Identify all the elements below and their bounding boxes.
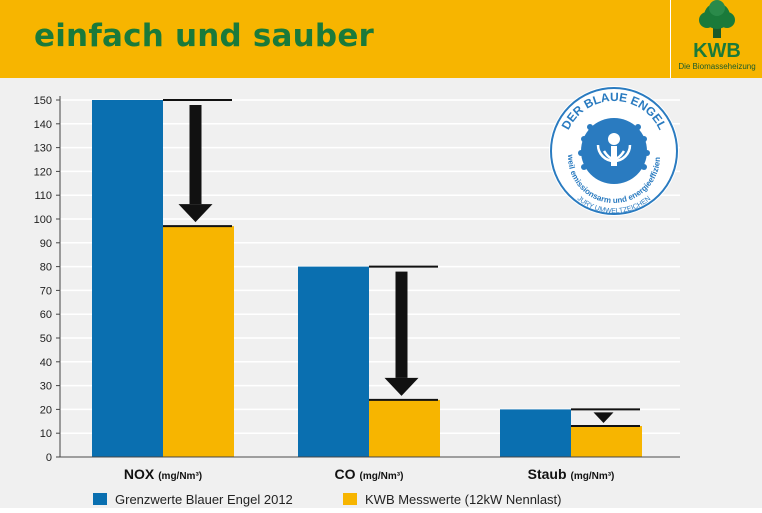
page-title: einfach und sauber: [34, 18, 375, 54]
y-tick-label: 140: [34, 119, 52, 131]
y-axis-ticks: 0 10 20 30 40 50 60 70 80 90 100 110 120 130 140 150: [34, 95, 61, 464]
y-tick-label: 130: [34, 143, 52, 155]
y-tick-label: 150: [34, 95, 52, 107]
y-tick-label: 90: [40, 238, 52, 250]
kwb-logo: KWB Die Biomasseheizung: [670, 0, 762, 78]
x-category-label: CO (mg/Nm³): [335, 466, 404, 482]
bar-chart: 0 10 20 30 40 50 60 70 80 90 100 110 120 130 140 150 NO…: [34, 86, 680, 507]
bar-messwert: [163, 226, 234, 457]
chart-bars: [92, 100, 642, 457]
reduction-arrow-head: [178, 204, 213, 223]
legend-label: Grenzwerte Blauer Engel 2012: [115, 492, 293, 507]
y-tick-label: 110: [34, 190, 52, 202]
y-tick-label: 70: [40, 285, 52, 297]
bar-messwert: [369, 399, 440, 457]
bar-messwert: [571, 426, 642, 457]
y-tick-label: 60: [40, 309, 52, 321]
reduction-arrow-head: [593, 412, 614, 424]
header-banner: einfach und sauber: [0, 0, 762, 78]
chart-area: 0 10 20 30 40 50 60 70 80 90 100 110 120 130 140 150 NO…: [0, 78, 762, 508]
y-tick-label: 120: [34, 166, 52, 178]
y-tick-label: 10: [40, 428, 52, 440]
y-tick-label: 40: [40, 357, 52, 369]
chart-arrows: [163, 99, 640, 428]
blaue-engel-seal: DER BLAUE ENGEL weil emissionsarm und en…: [549, 86, 679, 216]
reduction-arrow-head: [384, 377, 419, 396]
bar-grenzwert: [500, 409, 571, 457]
bar-grenzwert: [298, 266, 369, 457]
reduction-arrow-shaft: [395, 271, 408, 378]
y-tick-label: 100: [34, 214, 52, 226]
logo-tagline: Die Biomasseheizung: [678, 62, 756, 71]
y-tick-label: 30: [40, 381, 52, 393]
y-tick-label: 20: [40, 404, 52, 416]
x-category-label: NOX (mg/Nm³): [124, 466, 202, 482]
x-category-label: Staub (mg/Nm³): [528, 466, 615, 482]
legend-swatch: [343, 493, 357, 505]
y-tick-label: 80: [40, 262, 52, 274]
bar-grenzwert: [92, 100, 163, 457]
x-axis-labels: NOX (mg/Nm³) CO (mg/Nm³) Staub (mg/Nm³): [60, 456, 680, 482]
y-tick-label: 0: [46, 452, 52, 464]
tree-icon: [699, 0, 735, 38]
logo-name: KWB: [693, 40, 741, 62]
legend-label: KWB Messwerte (12kW Nennlast): [365, 492, 562, 507]
reduction-arrow-shaft: [189, 105, 202, 205]
legend-swatch: [93, 493, 107, 505]
y-tick-label: 50: [40, 333, 52, 345]
chart-legend: Grenzwerte Blauer Engel 2012 KWB Messwert…: [93, 492, 562, 507]
